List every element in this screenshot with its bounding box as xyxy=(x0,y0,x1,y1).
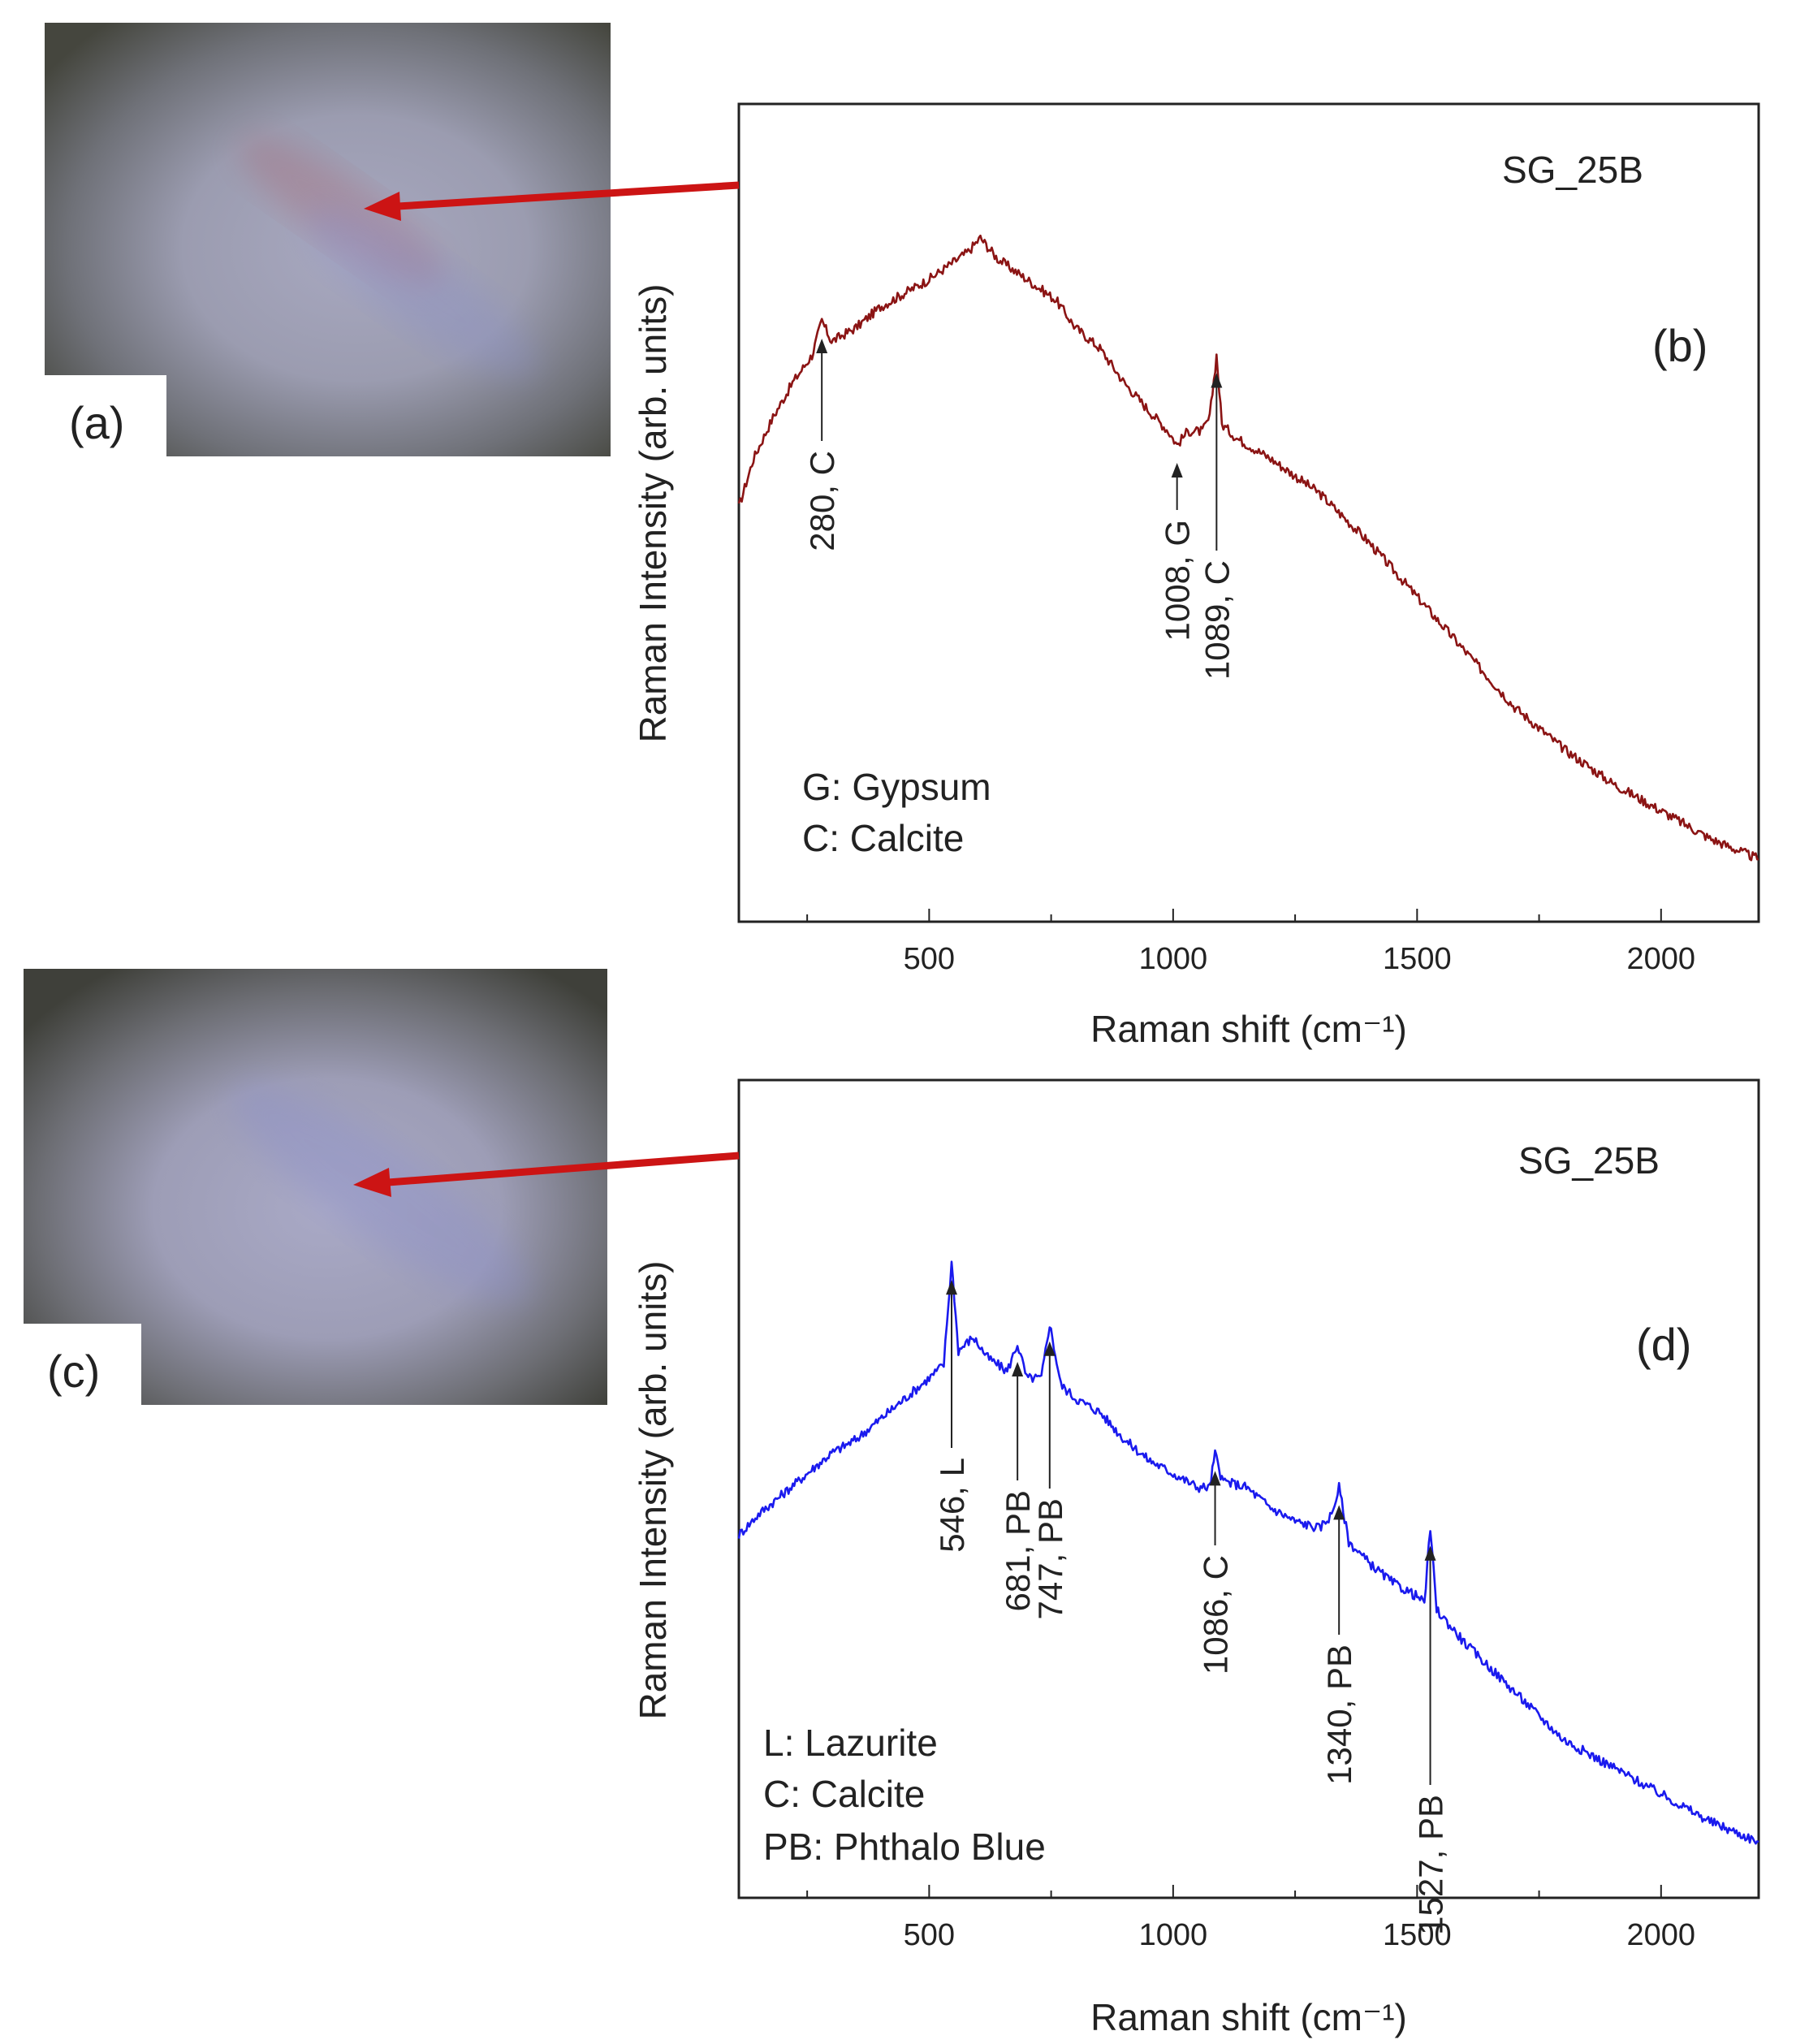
chart-d-annotation-label-1340: 1340, PB xyxy=(1320,1644,1358,1785)
chart-b-xlabel: Raman shift (cm⁻¹) xyxy=(1090,1008,1407,1050)
chart-d-annotation-1340: 1340, PB xyxy=(1320,1505,1358,1785)
chart-d-xticks: 500 1000 1500 2000 xyxy=(806,1885,1696,1952)
micrograph-a: (a) xyxy=(45,23,611,456)
chart-d-legend-text-0: L: Lazurite xyxy=(763,1722,938,1764)
chart-d-xtick-label-1500: 1500 xyxy=(1383,1918,1452,1952)
chart-d-series xyxy=(737,1260,1759,1845)
chart-b-xtick-label-2000: 2000 xyxy=(1627,942,1696,976)
chart-d-annotation-label-747: 747, PB xyxy=(1031,1498,1069,1619)
chart-d-ylabel: Raman Intensity (arb. units) xyxy=(632,1260,674,1719)
pointer-arrow-c-to-d xyxy=(353,1152,740,1197)
chart-d-legend-text-2: PB: Phthalo Blue xyxy=(763,1826,1046,1868)
chart-b-series-line-0 xyxy=(737,234,1759,862)
chart-b-annotations: 280, C 1008, G 1089, C xyxy=(803,339,1236,680)
chart-b-annotation-label-280: 280, C xyxy=(803,451,841,551)
panel-c-label: (c) xyxy=(47,1346,100,1397)
chart-d-panel-label: (d) xyxy=(1636,1319,1691,1370)
chart-b-annotation-1089: 1089, C xyxy=(1198,373,1236,680)
chart-d-annotation-label-546: 546, L xyxy=(933,1458,971,1553)
chart-d-plot-frame xyxy=(737,1078,1760,1899)
chart-b-xtick-label-1000: 1000 xyxy=(1139,942,1208,976)
micrograph-a-blue-streak xyxy=(307,207,538,378)
micrograph-c: (c) xyxy=(24,969,607,1405)
chart-d-sample-label: SG_25B xyxy=(1518,1139,1660,1182)
panel-c-label-box xyxy=(24,1324,141,1405)
pointer-arrow-a-to-b xyxy=(364,181,740,221)
chart-d-annotation-681: 681, PB xyxy=(999,1362,1037,1611)
chart-d-xtick-label-500: 500 xyxy=(904,1918,955,1952)
chart-b-annotation-label-1089: 1089, C xyxy=(1198,560,1236,680)
chart-b-annotation-label-1008: 1008, G xyxy=(1159,520,1197,641)
chart-b-xtick-label-1500: 1500 xyxy=(1383,942,1452,976)
chart-b-xtick-label-500: 500 xyxy=(904,942,955,976)
chart-b-ylabel: Raman Intensity (arb. units) xyxy=(632,283,674,742)
chart-b-panel-label: (b) xyxy=(1652,320,1707,371)
chart-b-legend-text-0: G: Gypsum xyxy=(802,766,991,808)
chart-b-plot-frame xyxy=(737,102,1760,923)
chart-b-annotation-1008: 1008, G xyxy=(1159,463,1197,641)
chart-d-annotation-label-681: 681, PB xyxy=(999,1490,1037,1611)
chart-d-annotation-546: 546, L xyxy=(933,1280,971,1553)
chart-b-legend-text-1: C: Calcite xyxy=(802,817,964,859)
chart-d-annotation-1527: 1527, PB xyxy=(1412,1545,1450,1935)
chart-d-annotation-747: 747, PB xyxy=(1031,1341,1069,1619)
chart-d-annotation-label-1527: 1527, PB xyxy=(1412,1795,1450,1935)
panel-a-label-box xyxy=(45,375,166,456)
chart-d-xtick-label-2000: 2000 xyxy=(1627,1918,1696,1952)
chart-b-series xyxy=(737,234,1759,862)
chart-b-sample-label: SG_25B xyxy=(1502,149,1643,191)
chart-b: 500 1000 1500 2000 280, C 1008, G 1089, C SG_… xyxy=(632,102,1760,1050)
chart-d-annotation-label-1086: 1086, C xyxy=(1197,1555,1235,1675)
chart-b-xticks: 500 1000 1500 2000 xyxy=(806,909,1696,976)
chart-d-xlabel: Raman shift (cm⁻¹) xyxy=(1090,1996,1407,2038)
chart-d-xtick-label-1000: 1000 xyxy=(1139,1918,1208,1952)
chart-b-annotation-280: 280, C xyxy=(803,339,841,551)
panel-a-label: (a) xyxy=(69,397,124,448)
chart-d-legend-text-1: C: Calcite xyxy=(763,1773,925,1815)
chart-d-annotation-1086: 1086, C xyxy=(1197,1471,1235,1675)
chart-d-series-line-0 xyxy=(737,1260,1759,1845)
